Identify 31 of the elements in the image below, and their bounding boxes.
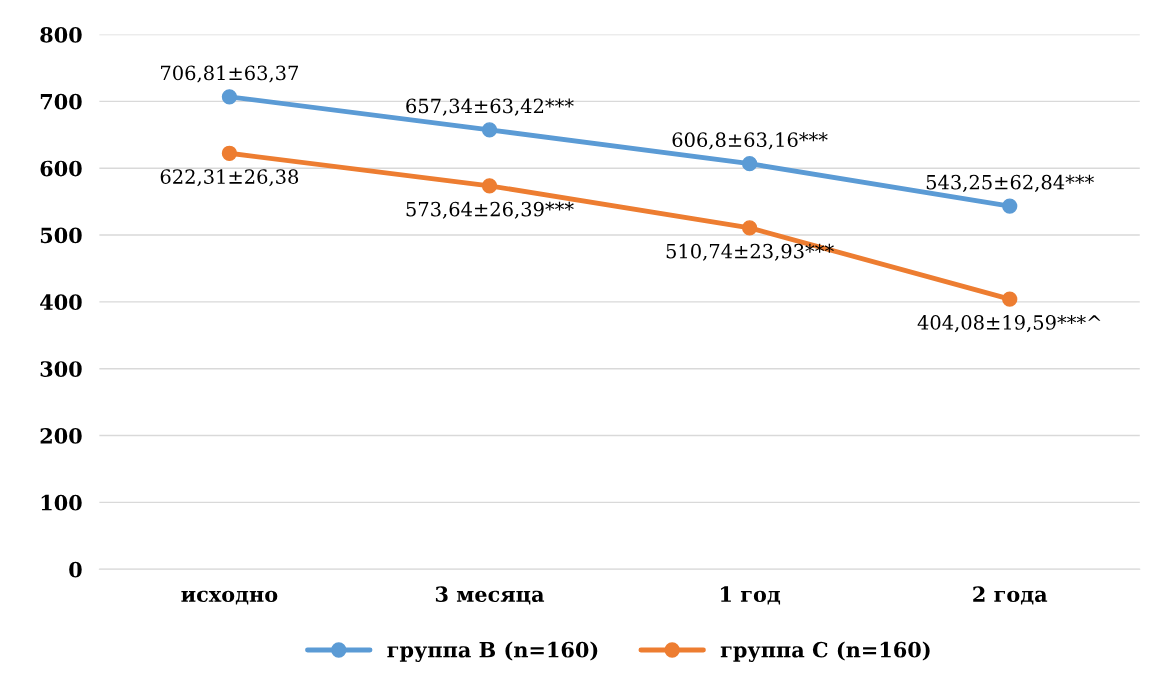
x-tick-label: 3 месяца [435, 586, 545, 605]
data-label: 510,74±23,93*** [666, 243, 834, 261]
data-label: 606,8±63,16*** [672, 132, 828, 150]
y-tick-label: 800 [40, 26, 82, 43]
y-tick-label: 600 [40, 160, 82, 177]
data-label: 706,81±63,37 [161, 65, 299, 83]
point [741, 156, 758, 172]
y-tick-label: 700 [40, 93, 82, 110]
data-label: 657,34±63,42*** [406, 98, 574, 116]
y-tick-label: 0 [69, 561, 82, 578]
point [1002, 291, 1018, 307]
data-label: 404,08±19,59***^ [917, 315, 1101, 333]
y-tick-label: 300 [40, 361, 82, 377]
x-tick-label: 2 года [973, 586, 1048, 605]
point [481, 178, 498, 194]
point [1002, 198, 1018, 214]
legend-label: группа В (n=160) [387, 641, 598, 662]
y-tick-label: 500 [40, 227, 82, 244]
data-label: 622,31±26,38 [160, 169, 299, 187]
point [481, 122, 498, 138]
y-tick-label: 400 [40, 294, 82, 311]
point [741, 220, 758, 236]
data-label: 543,25±62,84*** [926, 174, 1094, 192]
point [221, 89, 238, 105]
x-tick-label: 1 год [721, 586, 781, 605]
y-tick-label: 100 [41, 494, 82, 511]
legend-label: группа С (n=160) [720, 641, 930, 662]
point [221, 145, 238, 161]
y-tick-label: 200 [40, 428, 82, 444]
data-label: 573,64±26,39*** [406, 201, 574, 219]
x-tick-label: исходно [181, 590, 278, 605]
